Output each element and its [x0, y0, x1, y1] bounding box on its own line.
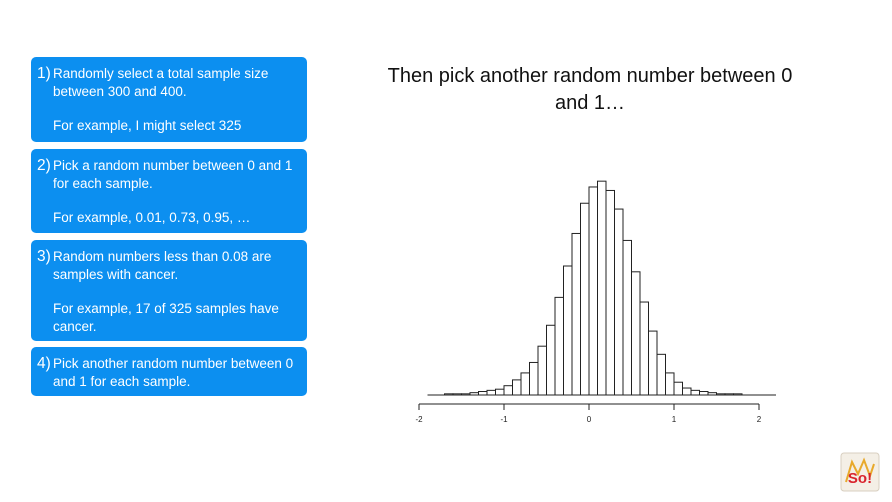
histogram-bar — [520, 372, 530, 396]
step-example: For example, 17 of 325 samples have canc… — [53, 301, 279, 334]
histogram-bar — [503, 385, 513, 396]
histogram-bar — [682, 387, 692, 396]
histogram-bar — [699, 391, 709, 396]
histogram-bar — [639, 301, 649, 396]
step-example: For example, I might select 325 — [53, 118, 242, 133]
statquest-logo-icon: So! — [840, 452, 880, 492]
histogram-bar — [665, 372, 675, 396]
x-tick-label: 2 — [757, 415, 762, 424]
histogram-bar — [444, 393, 454, 396]
step-2-box: 2) Pick a random number between 0 and 1 … — [31, 149, 307, 233]
histogram-bar — [461, 393, 471, 396]
histogram-bar — [486, 389, 496, 396]
histogram-bar — [554, 296, 564, 396]
histogram-bar — [469, 392, 479, 396]
x-tick-label: 1 — [672, 415, 677, 424]
histogram: -2 -1 0 1 2 — [415, 180, 776, 424]
histogram-bar — [648, 330, 658, 396]
histogram-bar — [622, 239, 632, 396]
histogram-bar — [563, 265, 573, 396]
step-text: Pick another random number between 0 and… — [53, 356, 294, 389]
histogram-bar — [537, 345, 547, 396]
histogram-bar — [597, 180, 607, 396]
histogram-bar — [605, 189, 615, 396]
histogram-bar — [452, 393, 462, 396]
histogram-bar — [673, 381, 683, 396]
step-text: Random numbers less than 0.08 are sample… — [53, 249, 272, 282]
histogram-bar — [690, 389, 700, 396]
histogram-bar — [495, 388, 505, 396]
histogram-bar — [614, 208, 624, 396]
step-number: 2) — [37, 157, 51, 174]
step-number: 4) — [37, 355, 51, 372]
step-number: 1) — [37, 65, 51, 82]
logo-text: So! — [848, 470, 872, 487]
histogram-bar — [529, 361, 539, 396]
step-text: Randomly select a total sample size betw… — [53, 66, 269, 99]
histogram-bar — [546, 324, 556, 396]
x-tick-label: 0 — [587, 415, 592, 424]
slide-headline: Then pick another random number between … — [387, 65, 793, 114]
x-tick-label: -2 — [415, 415, 423, 424]
step-4-box: 4) Pick another random number between 0 … — [31, 347, 307, 396]
histogram-bar — [571, 232, 581, 396]
histogram-bar — [716, 393, 726, 396]
step-text: Pick a random number between 0 and 1 for… — [53, 158, 293, 191]
step-example: For example, 0.01, 0.73, 0.95, … — [53, 210, 251, 225]
histogram-bar — [656, 353, 666, 396]
step-number: 3) — [37, 248, 51, 265]
histogram-bar — [512, 379, 522, 396]
histogram-bar — [588, 186, 598, 396]
histogram-bar — [631, 271, 641, 396]
histogram-bar — [733, 393, 743, 396]
histogram-bar — [580, 202, 590, 396]
step-3-box: 3) Random numbers less than 0.08 are sam… — [31, 240, 307, 341]
histogram-bar — [478, 391, 488, 396]
step-1-box: 1) Randomly select a total sample size b… — [31, 57, 307, 142]
histogram-bar — [724, 393, 734, 396]
x-tick-label: -1 — [500, 415, 508, 424]
histogram-bar — [707, 392, 717, 396]
